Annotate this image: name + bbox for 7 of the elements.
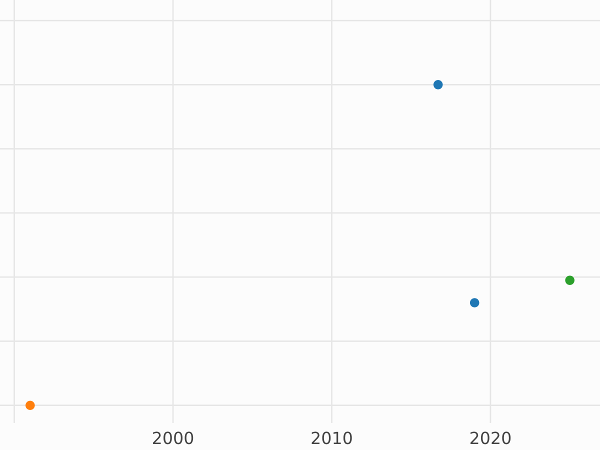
x-tick-label: 2000 [153, 432, 194, 444]
point [565, 276, 574, 285]
point [470, 298, 480, 308]
x-tick-label: 2020 [470, 432, 511, 444]
x-tick-label: 2010 [312, 432, 352, 444]
point [433, 80, 443, 90]
point [26, 400, 35, 410]
